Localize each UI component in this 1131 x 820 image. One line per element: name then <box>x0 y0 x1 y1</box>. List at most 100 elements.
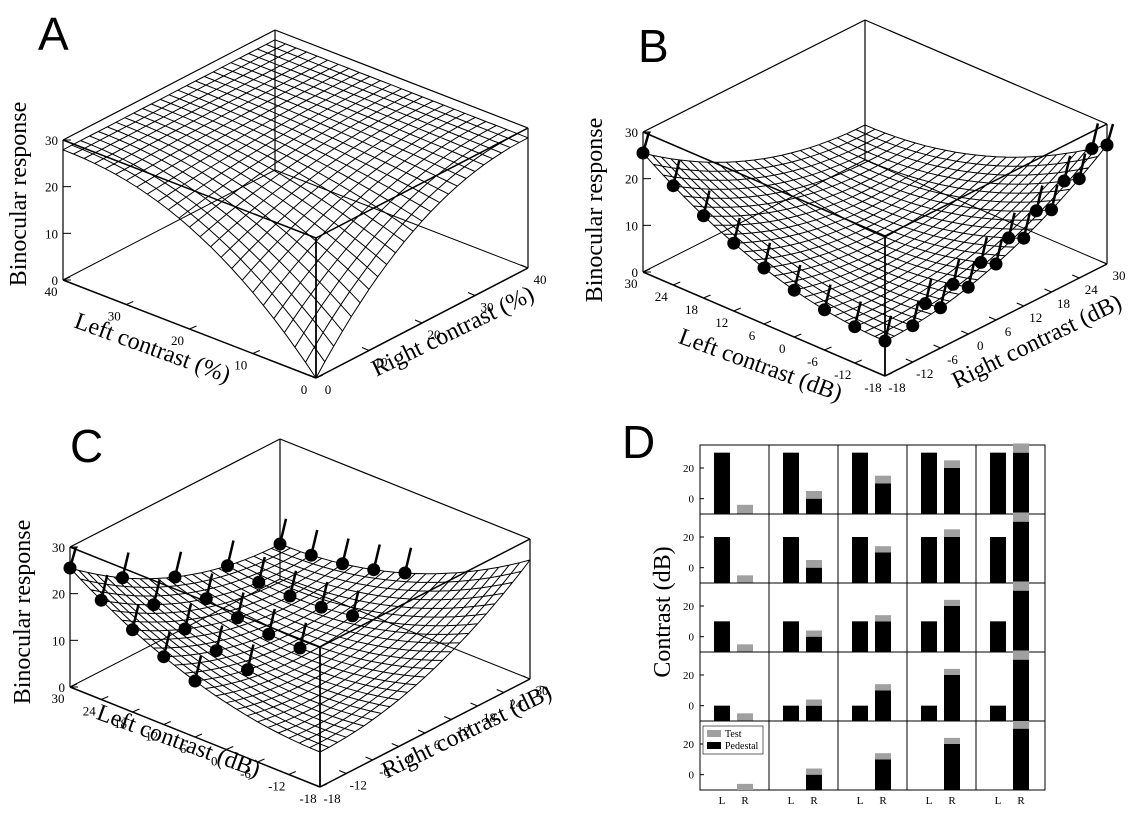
d-cell-frame <box>768 651 839 722</box>
top-back-edge-a <box>274 29 529 129</box>
d-x-tick-label-l: L <box>857 795 864 807</box>
d-right-pedestal-bar <box>1013 590 1029 652</box>
d-x-tick-label-r: R <box>948 795 956 807</box>
data-point-b <box>697 209 710 223</box>
d-right-pedestal-bar <box>944 537 960 583</box>
d-x-tick-label-r: R <box>1017 795 1025 807</box>
d-test-bar <box>1013 512 1029 522</box>
data-point-b <box>787 283 801 297</box>
x-tick-mark-b <box>763 320 772 325</box>
d-test-bar <box>944 529 960 537</box>
x-tick-mark-b <box>642 268 651 273</box>
d-test-bar <box>944 668 960 675</box>
d-x-tick-label-l: L <box>926 795 933 807</box>
panel-label-d: D <box>622 416 655 468</box>
d-cell-frame <box>906 444 977 515</box>
d-y-tick-label: 20 <box>683 670 695 682</box>
panel-label-c: C <box>70 420 103 472</box>
data-point-c <box>94 593 108 607</box>
y-tick-mark-a <box>467 292 476 296</box>
d-test-bar <box>875 753 891 760</box>
x-tick-label-b: -6 <box>807 354 818 369</box>
d-y-tick-label: 0 <box>689 494 695 506</box>
d-test-bar <box>944 737 960 744</box>
data-point-c <box>168 570 182 584</box>
y-tick-label-c: 30 <box>536 683 549 698</box>
d-right-pedestal-bar <box>875 690 891 721</box>
surface-mesh-b <box>642 124 1108 342</box>
surface-mesh-a <box>62 39 529 379</box>
y-tick-mark-c <box>417 729 426 734</box>
data-point-b <box>946 277 960 291</box>
d-y-tick-label: 20 <box>683 532 695 544</box>
y-tick-label-b: -12 <box>916 366 933 381</box>
data-point-c <box>199 592 213 606</box>
d-left-pedestal-bar <box>714 705 730 721</box>
data-point-b <box>1045 203 1058 217</box>
d-cell-frame <box>837 651 908 722</box>
d-right-pedestal-bar <box>944 744 960 790</box>
z-tick-label-b: 30 <box>625 125 638 140</box>
top-front-edge-a <box>315 127 529 239</box>
d-test-bar <box>1013 721 1029 729</box>
z-tick-label-a: 10 <box>45 226 58 241</box>
data-point-c <box>116 571 129 585</box>
data-point-b <box>934 301 947 315</box>
d-y-tick-label: 20 <box>683 601 695 613</box>
x-tick-label-c: -18 <box>299 791 316 806</box>
data-point-b <box>848 320 862 334</box>
top-right-edge-a <box>62 29 276 141</box>
d-cell-frame <box>975 651 1046 722</box>
y-axis-label-a: Right contrast (%) <box>368 281 539 382</box>
data-point-b <box>636 146 650 160</box>
d-left-pedestal-bar <box>852 537 868 583</box>
panel-b-surface: 0 10 20 30 30 24 18 12 6 0 -6 -12 -18 -18 -12 -6 0 6 12 18 2… <box>582 19 1126 407</box>
y-tick-mark-c <box>391 743 399 747</box>
x-tick-mark-c <box>132 708 140 713</box>
data-point-c <box>231 611 244 625</box>
y-tick-label-a: 30 <box>481 300 494 315</box>
d-cell-frame <box>906 513 977 584</box>
z-tick-label-a: 0 <box>52 273 59 288</box>
data-point-c <box>367 563 381 577</box>
d-y-axis-label: Contrast (dB) <box>650 546 676 677</box>
z-axis-label-b: Binocular response <box>582 118 608 303</box>
y-tick-mark-c <box>522 675 531 680</box>
d-left-pedestal-bar <box>921 537 937 583</box>
x-tick-mark-b <box>824 346 832 351</box>
x-tick-mark-b <box>884 372 893 377</box>
x-tick-label-b: 6 <box>749 328 756 343</box>
y-tick-mark-c <box>444 716 452 720</box>
d-test-bar <box>737 575 753 583</box>
data-point-c <box>283 589 297 603</box>
d-legend-pedestal-label: Pedestal <box>725 741 759 752</box>
d-cell-frame <box>768 444 839 515</box>
x-tick-mark-b <box>733 307 741 312</box>
d-right-pedestal-bar <box>875 759 891 790</box>
d-cell-frame <box>906 651 977 722</box>
d-test-bar <box>737 644 753 652</box>
y-tick-mark-b <box>933 344 941 349</box>
data-point-b <box>974 255 988 269</box>
d-y-tick-label: 0 <box>689 770 695 782</box>
y-tick-label-c: 0 <box>408 751 415 766</box>
y-tick-label-b: 18 <box>1057 296 1070 311</box>
d-x-tick-label-l: L <box>719 795 726 807</box>
d-x-tick-label-l: L <box>995 795 1002 807</box>
x-axis-label-a: Left contrast (%) <box>71 308 234 388</box>
floor-right-edge-c <box>279 578 531 680</box>
data-point-b <box>1029 204 1043 218</box>
d-right-pedestal-bar <box>806 636 822 652</box>
data-point-c <box>293 641 307 655</box>
top-back-edge-b <box>864 19 1108 125</box>
y-tick-mark-b <box>1016 302 1024 307</box>
x-tick-label-b: 24 <box>655 289 669 304</box>
d-test-bar <box>737 504 753 514</box>
y-tick-label-c: 24 <box>509 697 523 712</box>
d-cell-frame <box>975 444 1046 515</box>
x-tick-label-b: 30 <box>625 276 638 291</box>
d-left-pedestal-bar <box>714 621 730 652</box>
x-axis-label-b: Left contrast (dB) <box>675 324 845 407</box>
floor-right-edge-a <box>274 169 529 269</box>
x-tick-mark-b <box>703 294 711 299</box>
